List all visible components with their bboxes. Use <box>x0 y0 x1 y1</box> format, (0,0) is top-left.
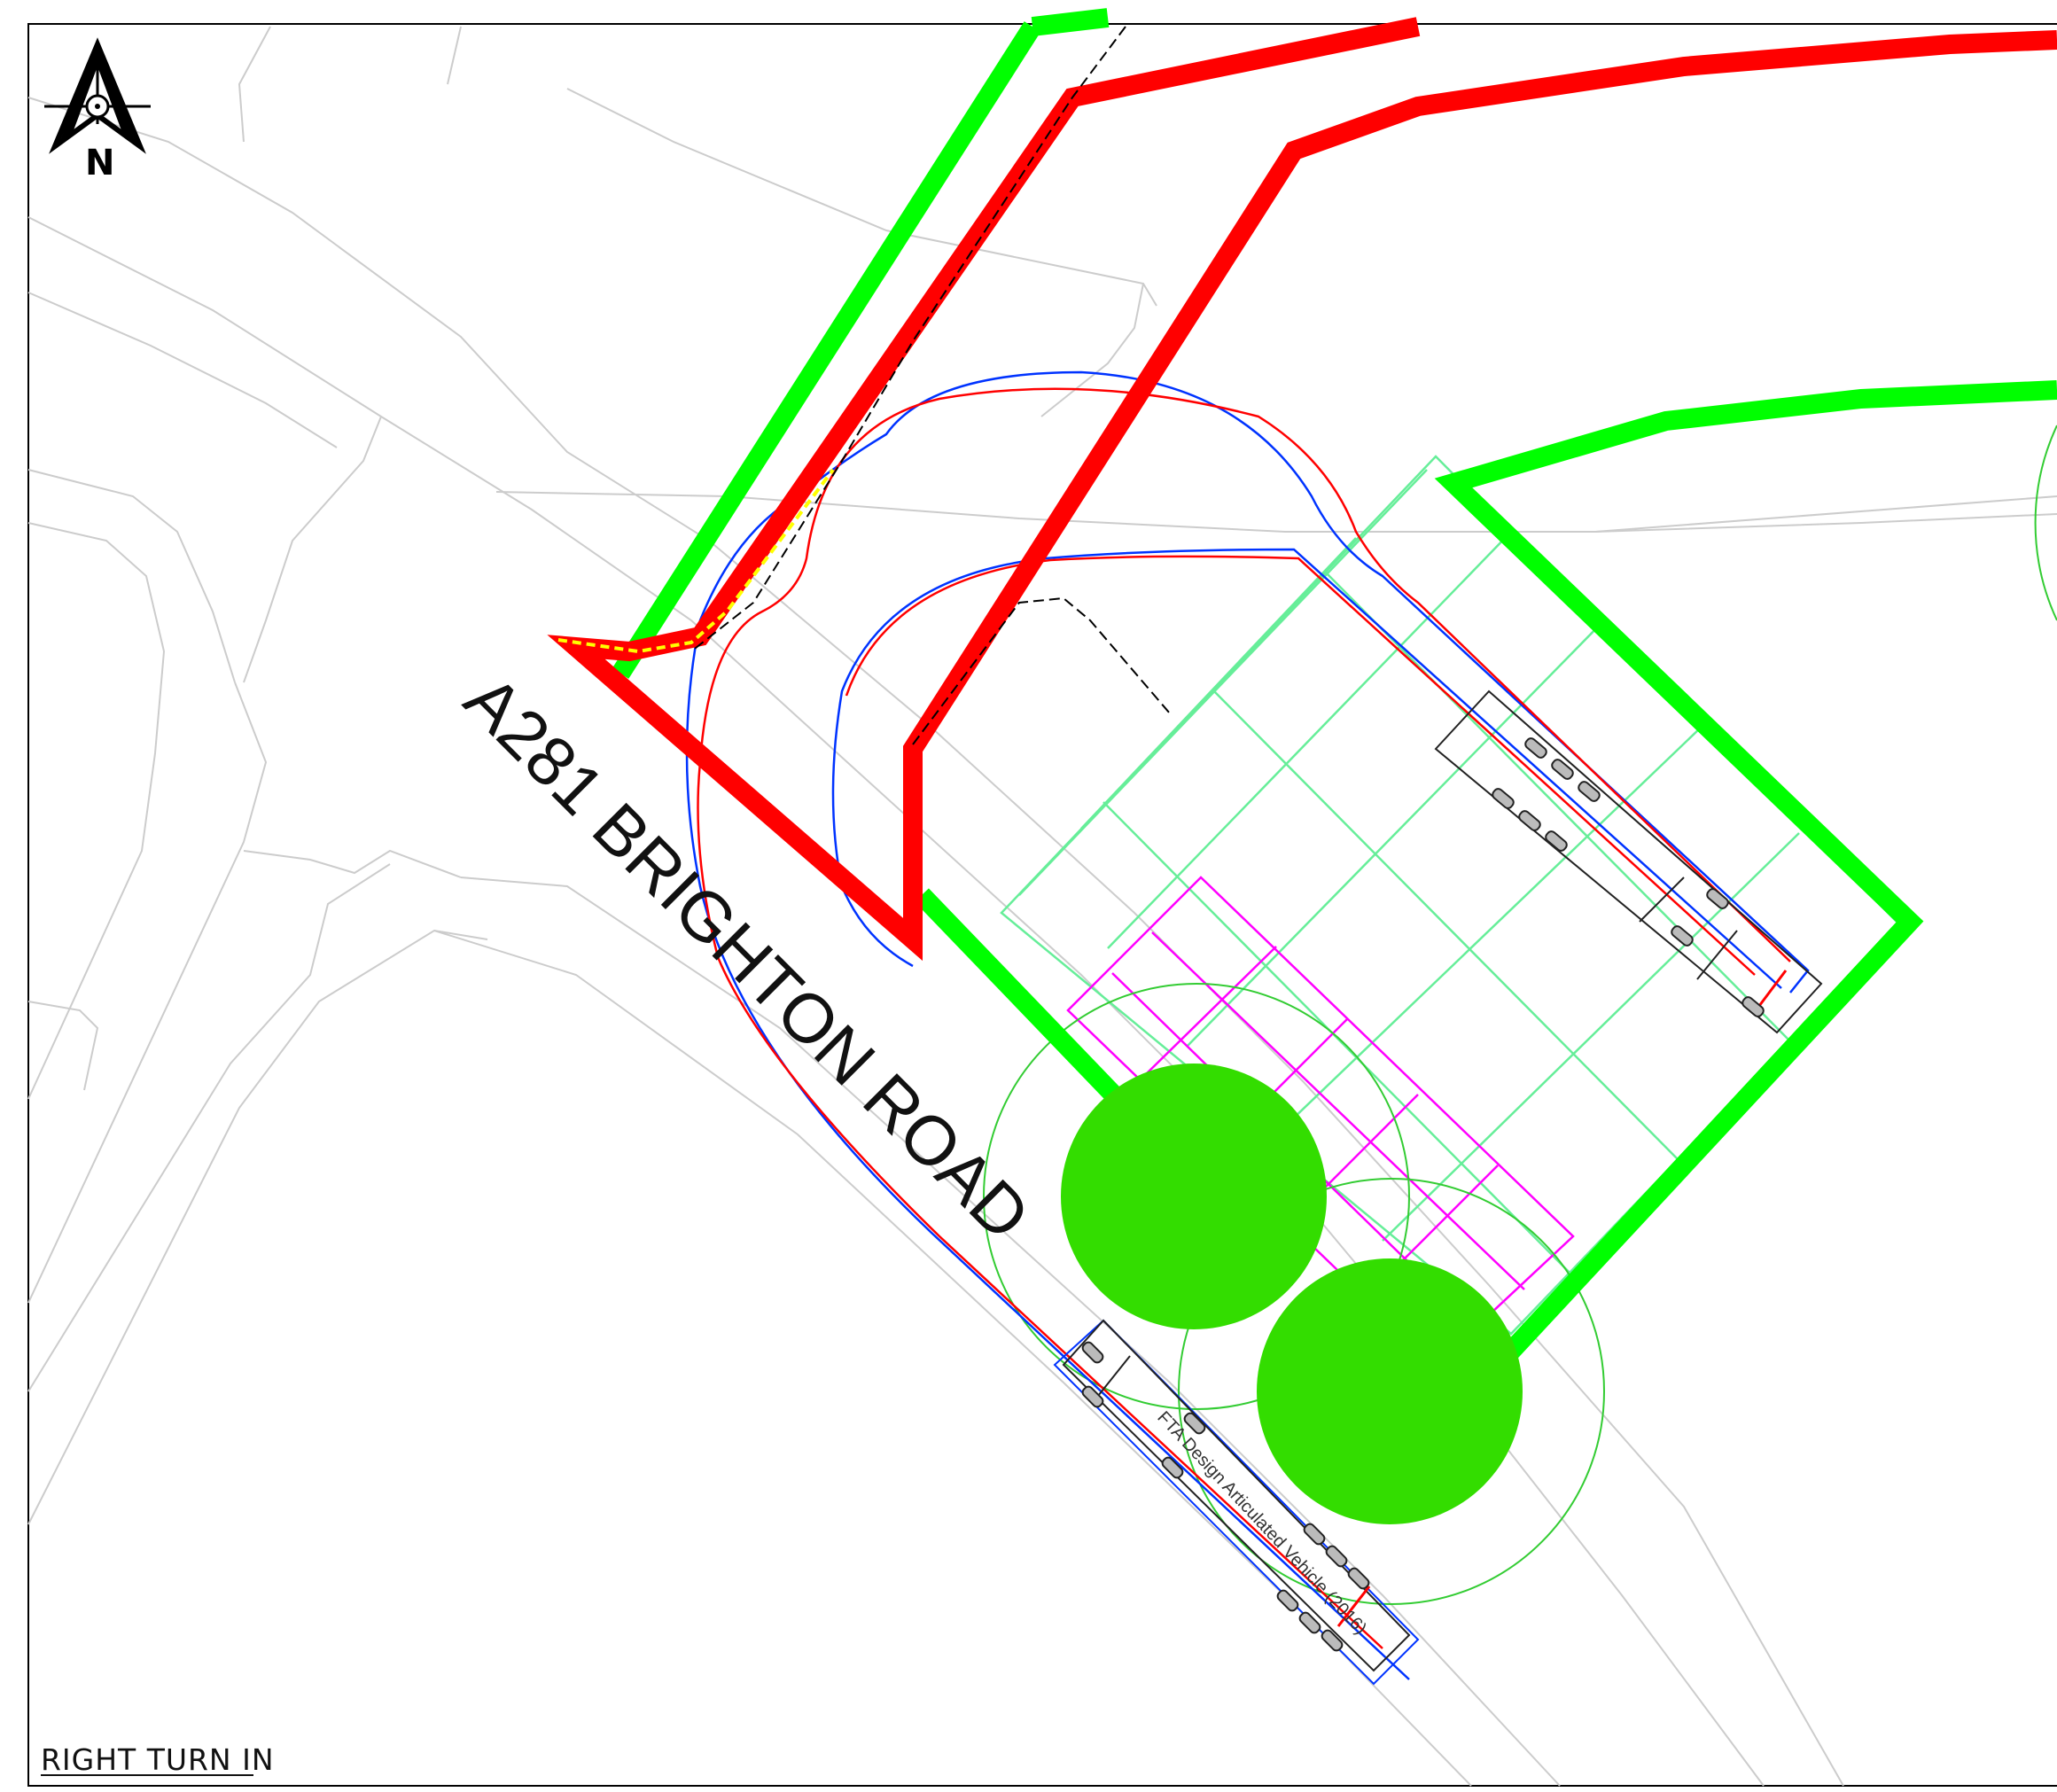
tree-2 <box>1257 1258 1523 1524</box>
trees <box>1061 1064 1523 1524</box>
north-arrow-icon: N <box>44 37 151 183</box>
swept-path-outer-red <box>697 387 1791 1649</box>
black-dashed-line <box>690 26 1171 745</box>
yellow-dashed-edge <box>557 468 835 654</box>
swept-path-inner-red <box>845 555 1756 976</box>
base-map-lines <box>27 26 2057 1787</box>
parking-grid <box>1000 455 1903 1336</box>
swept-path-inner-blue <box>831 548 1782 989</box>
view-caption: RIGHT TURN IN <box>41 1742 275 1777</box>
red-route <box>547 17 2057 962</box>
tree-1 <box>1061 1064 1327 1329</box>
tree-canopy-outlines <box>983 425 2057 1605</box>
site-boundary-green <box>612 8 2057 1363</box>
drawing-frame <box>27 23 2057 1787</box>
vehicle-right <box>1434 690 1823 1034</box>
north-letter: N <box>85 143 114 183</box>
